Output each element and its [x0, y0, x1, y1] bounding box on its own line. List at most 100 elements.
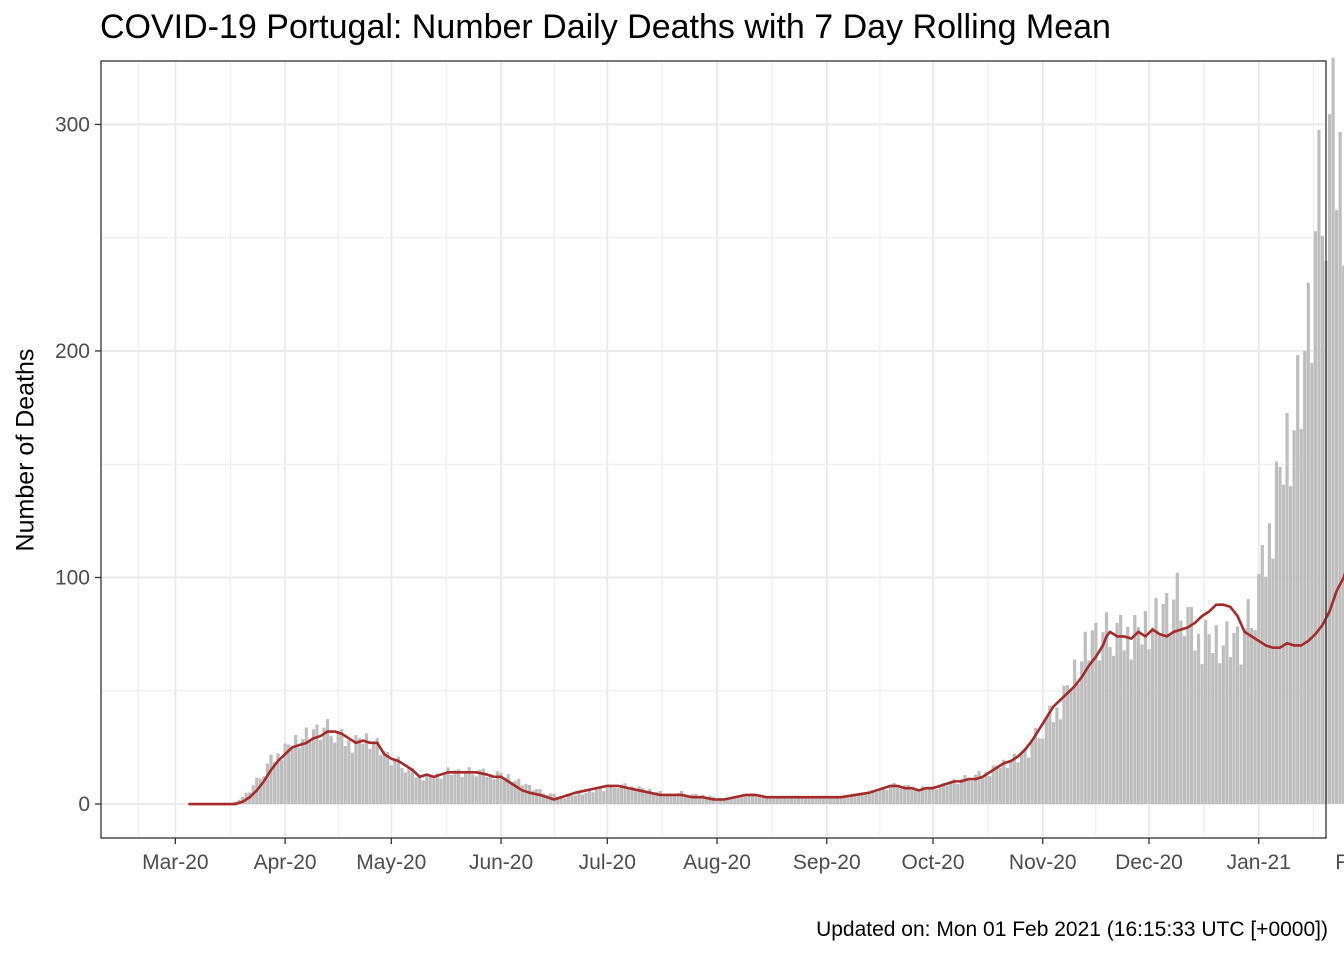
bar-daily-deaths [988, 776, 992, 805]
bar-daily-deaths [1140, 644, 1144, 805]
bar-daily-deaths [750, 793, 755, 805]
bar-daily-deaths [318, 740, 323, 805]
bar-daily-deaths [393, 759, 397, 805]
bar-daily-deaths [563, 798, 567, 805]
bar-daily-deaths [1303, 350, 1307, 805]
bar-daily-deaths [364, 733, 369, 805]
bar-daily-deaths [1126, 626, 1130, 805]
bar-daily-deaths [1267, 523, 1271, 805]
bar-daily-deaths [1002, 759, 1006, 805]
bar-daily-deaths [425, 773, 429, 805]
bar-daily-deaths [1165, 592, 1169, 805]
bar-daily-deaths [276, 753, 280, 805]
bar-daily-deaths [1296, 355, 1300, 805]
bar-daily-deaths [623, 783, 627, 805]
bar-daily-deaths [655, 791, 659, 805]
bar-daily-deaths [1306, 282, 1310, 805]
bar-daily-deaths [595, 789, 599, 805]
bar-daily-deaths [701, 794, 705, 805]
bar-daily-deaths [825, 797, 829, 805]
bar-daily-deaths [456, 769, 461, 805]
bar-daily-deaths [290, 747, 294, 805]
bar-daily-deaths [559, 796, 563, 805]
bar-daily-deaths [1242, 628, 1247, 805]
bar-daily-deaths [336, 730, 340, 805]
bar-daily-deaths [896, 787, 900, 805]
bar-daily-deaths [467, 767, 471, 805]
x-tick-label: Aug-20 [683, 851, 751, 874]
bar-daily-deaths [956, 783, 960, 805]
bar-daily-deaths [1246, 599, 1250, 805]
x-tick-label: May-20 [356, 851, 426, 874]
bar-daily-deaths [860, 792, 864, 805]
bar-daily-deaths [524, 783, 528, 805]
bar-daily-deaths [357, 738, 362, 805]
bar-daily-deaths [1154, 597, 1158, 805]
bar-daily-deaths [407, 767, 411, 805]
bar-daily-deaths [903, 785, 907, 805]
bar-daily-deaths [680, 790, 684, 805]
bar-daily-deaths [1168, 635, 1172, 805]
bar-daily-deaths [439, 778, 443, 805]
bar-daily-deaths [669, 794, 673, 805]
bar-daily-deaths [453, 770, 457, 805]
bar-daily-deaths [924, 787, 928, 805]
bar-daily-deaths [1027, 757, 1031, 805]
bar-daily-deaths [775, 798, 779, 805]
bar-daily-deaths [934, 789, 939, 805]
bar-daily-deaths [641, 788, 645, 805]
bar-daily-deaths [1069, 689, 1073, 805]
bar-daily-deaths [704, 797, 709, 805]
bar-daily-deaths [637, 786, 641, 805]
bar-daily-deaths [786, 797, 790, 805]
bar-daily-deaths [846, 797, 850, 805]
bar-daily-deaths [485, 776, 489, 805]
bar-daily-deaths [980, 776, 985, 805]
bar-daily-deaths [471, 774, 475, 805]
bar-daily-deaths [1214, 625, 1218, 805]
bar-daily-deaths [740, 794, 744, 805]
bar-daily-deaths [1143, 611, 1148, 805]
bar-daily-deaths [906, 785, 910, 805]
bar-daily-deaths [1119, 614, 1123, 805]
bar-daily-deaths [343, 746, 347, 805]
bar-daily-deaths [1044, 717, 1048, 805]
bar-daily-deaths [1225, 621, 1229, 805]
bar-daily-deaths [460, 776, 464, 805]
bar-daily-deaths [354, 735, 358, 805]
bar-daily-deaths [736, 795, 740, 805]
bar-daily-deaths [651, 792, 655, 805]
bar-daily-deaths [1221, 645, 1225, 805]
bar-daily-deaths [396, 756, 400, 805]
x-tick-label: Oct-20 [901, 851, 964, 874]
bar-daily-deaths [1133, 615, 1137, 805]
bar-daily-deaths [1115, 622, 1119, 805]
bar-daily-deaths [963, 775, 967, 805]
bar-daily-deaths [1090, 630, 1094, 805]
bar-daily-deaths [1235, 626, 1240, 805]
bar-daily-deaths [888, 785, 893, 805]
bar-daily-deaths [871, 790, 875, 805]
bar-daily-deaths [541, 793, 546, 805]
bar-daily-deaths [1264, 576, 1268, 805]
updated-caption: Updated on: Mon 01 Feb 2021 (16:15:33 UT… [816, 918, 1328, 941]
bar-daily-deaths [520, 785, 524, 805]
bar-daily-deaths [1200, 664, 1204, 805]
bar-daily-deaths [1023, 747, 1027, 805]
bar-daily-deaths [1313, 231, 1317, 805]
bar-daily-deaths [729, 797, 733, 805]
bar-daily-deaths [991, 765, 995, 805]
bar-daily-deaths [386, 751, 390, 805]
bar-daily-deaths [1062, 685, 1066, 805]
bar-daily-deaths [973, 774, 978, 805]
bar-daily-deaths [927, 788, 932, 805]
bar-daily-deaths [598, 788, 602, 805]
bar-daily-deaths [1250, 628, 1254, 805]
bar-daily-deaths [807, 796, 811, 805]
bar-daily-deaths [1182, 636, 1186, 805]
bar-daily-deaths [1150, 627, 1155, 805]
bar-daily-deaths [920, 786, 924, 805]
bar-daily-deaths [959, 779, 963, 805]
bar-daily-deaths [1172, 599, 1176, 805]
bar-daily-deaths [410, 767, 415, 805]
